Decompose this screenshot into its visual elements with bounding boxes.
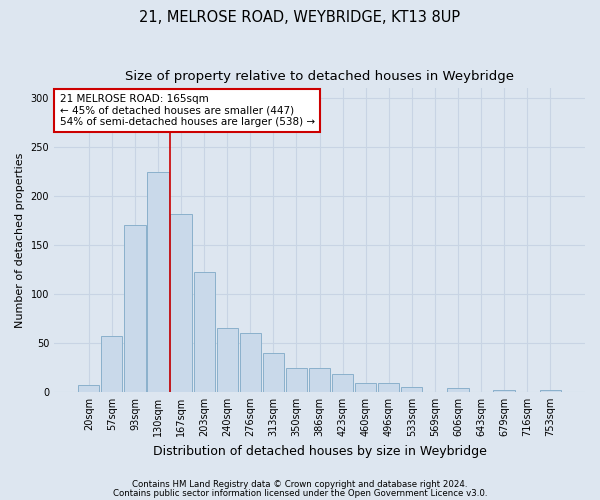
Bar (239, 333, 261, 392)
Bar (448, 388, 469, 392)
Bar (148, 172, 169, 392)
Bar (332, 374, 353, 392)
Bar (194, 272, 215, 392)
Bar (170, 214, 191, 392)
Bar (124, 226, 146, 392)
Bar (309, 368, 330, 392)
Bar (401, 387, 422, 392)
Bar (378, 383, 400, 392)
Bar (493, 390, 515, 392)
Title: Size of property relative to detached houses in Weybridge: Size of property relative to detached ho… (125, 70, 514, 83)
Y-axis label: Number of detached properties: Number of detached properties (15, 152, 25, 328)
Bar (217, 328, 238, 392)
Bar (101, 336, 122, 392)
Bar (263, 353, 284, 392)
Text: Contains HM Land Registry data © Crown copyright and database right 2024.: Contains HM Land Registry data © Crown c… (132, 480, 468, 489)
X-axis label: Distribution of detached houses by size in Weybridge: Distribution of detached houses by size … (152, 444, 487, 458)
Text: Contains public sector information licensed under the Open Government Licence v3: Contains public sector information licen… (113, 489, 487, 498)
Bar (78, 385, 100, 392)
Bar (539, 390, 561, 392)
Text: 21, MELROSE ROAD, WEYBRIDGE, KT13 8UP: 21, MELROSE ROAD, WEYBRIDGE, KT13 8UP (139, 10, 461, 25)
Text: 21 MELROSE ROAD: 165sqm
← 45% of detached houses are smaller (447)
54% of semi-d: 21 MELROSE ROAD: 165sqm ← 45% of detache… (59, 94, 315, 127)
Bar (355, 383, 376, 392)
Bar (286, 368, 307, 392)
